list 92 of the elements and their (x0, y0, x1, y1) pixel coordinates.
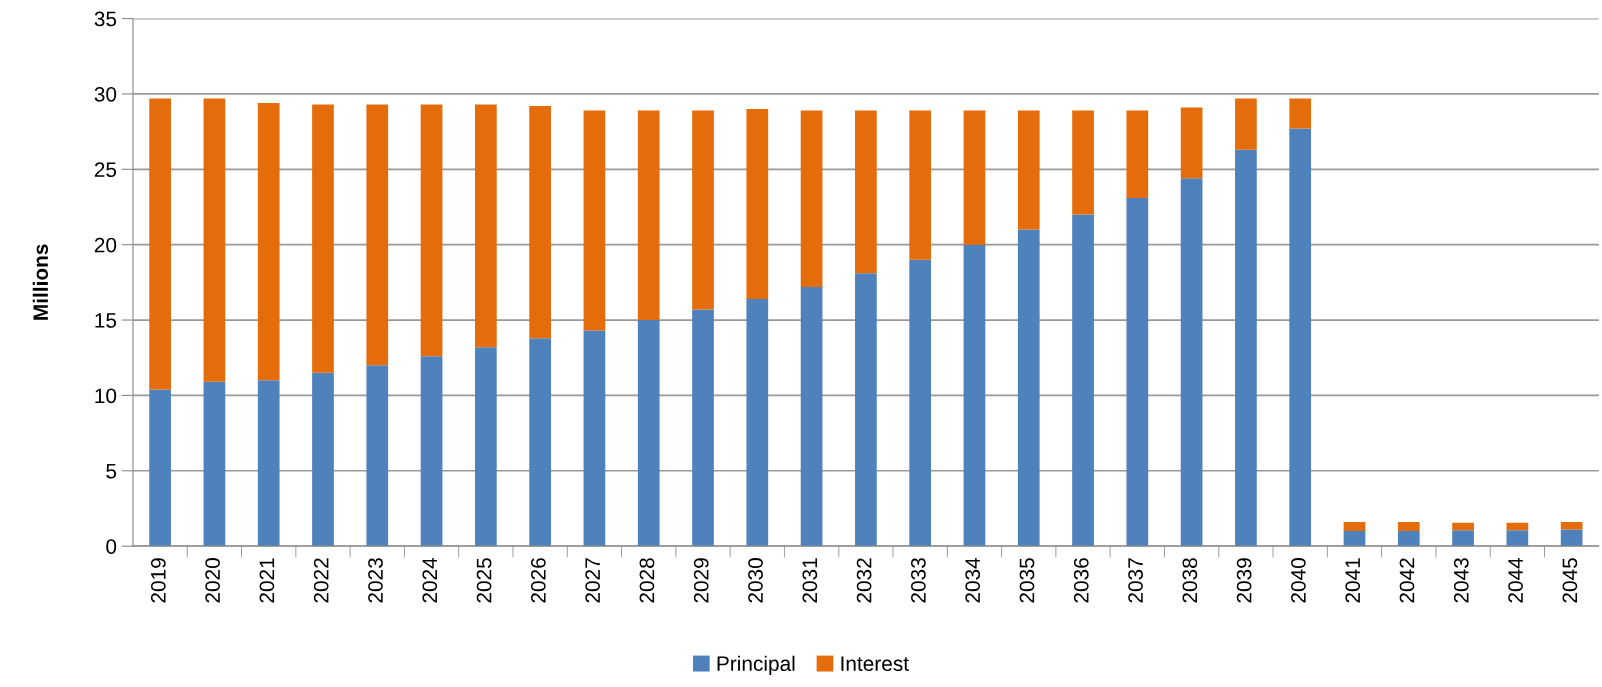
bar (474, 104, 497, 348)
bar (474, 347, 497, 547)
bar (1235, 98, 1257, 150)
bar (1560, 529, 1583, 547)
bar (149, 98, 171, 390)
y-tick-label: 5 (106, 464, 117, 479)
x-tick-label: 2044 (1508, 557, 1523, 603)
x-tick-label: 2020 (205, 558, 220, 603)
bar (692, 110, 714, 310)
bar (366, 365, 389, 547)
y-tick-label: 10 (95, 388, 117, 404)
bar (366, 104, 389, 366)
y-tick-label: 30 (94, 86, 117, 102)
bar (1235, 149, 1257, 547)
x-tick-label: 2031 (802, 558, 818, 603)
bar (312, 372, 334, 547)
bar (1180, 107, 1203, 179)
bar (746, 298, 769, 547)
legend-label: Principal (717, 655, 795, 676)
x-tick-label: 2041 (1345, 558, 1361, 603)
x-tick-label: 2035 (1019, 558, 1035, 603)
bar (1452, 530, 1474, 547)
x-tick-label: 2021 (259, 558, 275, 603)
bar (1289, 98, 1312, 129)
x-tick-label: 2043 (1453, 558, 1469, 603)
bar (1126, 197, 1149, 547)
x-tick-label: 2025 (476, 558, 492, 603)
bar (963, 110, 986, 245)
bar (1289, 128, 1312, 547)
y-axis-title: Millions (32, 244, 49, 320)
bar (1397, 531, 1420, 547)
bar (1072, 214, 1094, 547)
x-tick-label: 2024 (422, 557, 438, 603)
bar (1072, 110, 1094, 215)
bar (1506, 530, 1529, 547)
bar (1017, 229, 1040, 547)
bar (800, 286, 823, 547)
y-tick-label: 20 (94, 237, 117, 253)
bar (420, 356, 443, 547)
x-tick-label: 2036 (1073, 558, 1089, 603)
x-tick-label: 2033 (911, 558, 926, 603)
x-tick-label: 2038 (1182, 558, 1198, 603)
x-tick-label: 2039 (1236, 558, 1252, 603)
x-tick-label: 2045 (1562, 558, 1578, 603)
x-tick-label: 2023 (368, 558, 383, 603)
bar (203, 98, 226, 382)
x-tick-label: 2040 (1291, 558, 1306, 603)
bar (1180, 178, 1203, 547)
bar (692, 309, 714, 547)
x-tick-label: 2042 (1399, 558, 1415, 603)
bar (1017, 110, 1040, 230)
bar (529, 338, 551, 547)
bar (1397, 522, 1420, 532)
x-tick-label: 2027 (585, 558, 601, 603)
x-tick-label: 2029 (693, 558, 709, 603)
bar (1343, 531, 1366, 547)
bar (855, 110, 877, 274)
y-tick-label: 0 (106, 539, 117, 554)
bar (257, 102, 280, 381)
legend-label: Interest (841, 656, 909, 671)
bar (312, 104, 334, 373)
bar (1506, 522, 1529, 531)
bar (583, 330, 606, 547)
bar (203, 381, 226, 547)
bar (909, 110, 932, 260)
y-tick-label: 35 (94, 11, 117, 27)
bar (1343, 522, 1366, 532)
x-tick-label: 2019 (150, 558, 166, 603)
bar (1560, 522, 1583, 530)
x-tick-label: 2022 (313, 558, 329, 603)
bar (637, 110, 660, 321)
x-tick-label: 2030 (748, 558, 763, 603)
x-tick-label: 2026 (530, 558, 546, 603)
bar (257, 380, 280, 547)
y-tick-label: 25 (94, 162, 117, 178)
bar (1452, 522, 1474, 531)
x-tick-label: 2034 (965, 557, 981, 603)
x-tick-label: 2028 (639, 558, 655, 603)
bar (529, 105, 551, 339)
bar (149, 389, 171, 547)
bar (746, 109, 769, 299)
bar (909, 259, 932, 547)
bar (855, 273, 877, 547)
x-tick-label: 2032 (856, 558, 872, 603)
bar (583, 110, 606, 331)
bar (420, 104, 443, 357)
bar (800, 110, 823, 287)
y-tick-label: 15 (95, 313, 117, 328)
x-tick-label: 2037 (1128, 558, 1143, 603)
bar (1126, 110, 1149, 198)
bar (637, 320, 660, 547)
bar (963, 244, 986, 547)
